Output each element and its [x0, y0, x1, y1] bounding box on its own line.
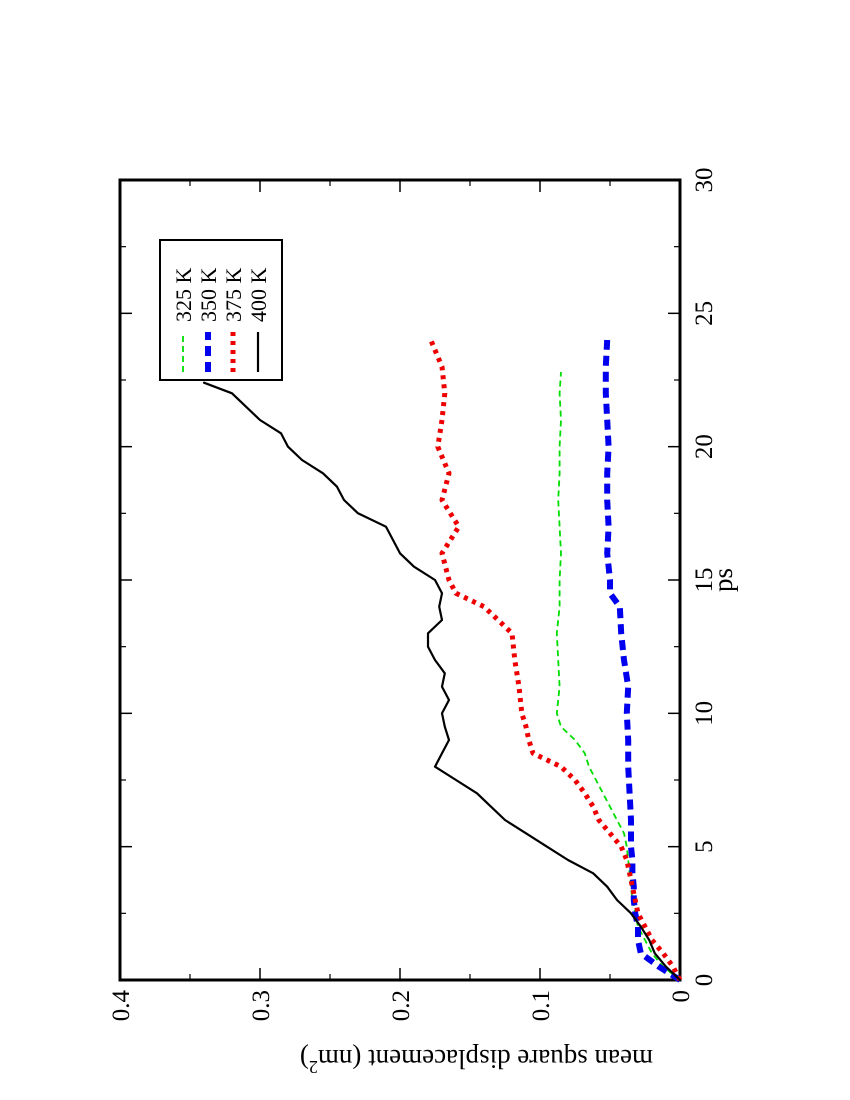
x-tick-label: 25: [691, 301, 718, 326]
y-axis-title: mean square displacement (nm2): [300, 1044, 653, 1077]
x-tick-label: 20: [691, 434, 718, 459]
y-tick-label: 0.3: [248, 990, 275, 1021]
series-line-375-k: [428, 339, 683, 982]
x-tick-label: 5: [691, 840, 718, 853]
series-line-350-k: [602, 339, 682, 983]
y-tick-label: 0.2: [388, 990, 415, 1021]
x-tick-label: 30: [691, 168, 718, 193]
legend-label-375-k: 375 K: [221, 268, 246, 323]
legend: 325 K 350 K 375 K 400 K: [159, 239, 283, 381]
y-tick-label: 0.1: [528, 990, 555, 1021]
legend-label-325-k: 325 K: [171, 268, 196, 323]
series-layer: [202, 339, 683, 983]
y-tick-label: 0: [668, 990, 695, 1003]
x-tick-label: 0: [691, 974, 718, 987]
x-axis-title-text: ps: [708, 568, 738, 592]
series-line-325-k: [555, 371, 681, 981]
y-tick-label: 0.4: [108, 990, 135, 1022]
x-axis-title: ps: [708, 568, 738, 592]
tick-marks: [119, 179, 681, 981]
tick-labels: 0 5 10 15 20 25 30 0 0.1 0.2 0.3 0.4: [108, 168, 718, 1022]
legend-label-350-k: 350 K: [196, 268, 221, 323]
legend-box: [159, 239, 283, 381]
series-line-400-k: [202, 381, 682, 982]
x-tick-label: 15: [691, 568, 718, 593]
y-axis-title-text: mean square displacement (nm2): [300, 1044, 653, 1077]
x-tick-label: 10: [691, 701, 718, 726]
legend-label-400-k: 400 K: [246, 268, 271, 323]
